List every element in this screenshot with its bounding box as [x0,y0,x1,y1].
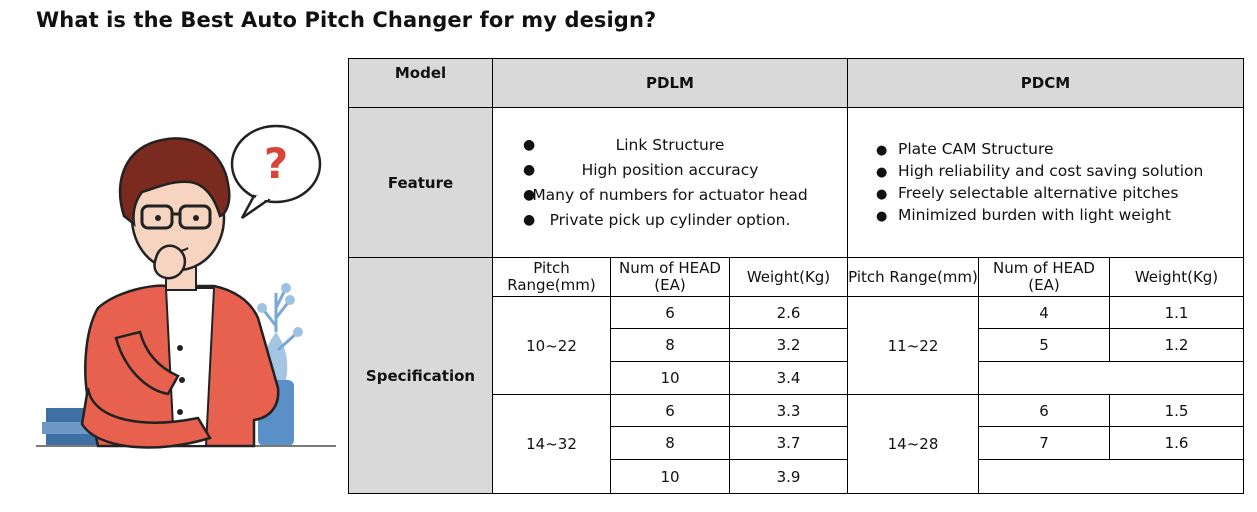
pdlm-num-cell: 6 [610,394,730,427]
pdcm-feature-item: ● High reliability and cost saving soluti… [876,161,1204,180]
pdcm-range-cell: 11~22 [847,296,979,395]
pdlm-num-cell: 10 [610,459,730,494]
pdlm-weight-cell: 3.2 [729,328,848,362]
pdcm-weight-cell: 1.6 [1109,426,1244,460]
pdcm-feature-item: ● Freely selectable alternative pitches [876,183,1179,202]
pdcm-range-cell: 14~28 [847,394,979,494]
pdcm-num-cell: 5 [978,328,1110,362]
pdlm-num-cell: 10 [610,361,730,395]
hand-on-chin [153,244,187,280]
pdlm-num-head-header: Num of HEAD (EA) [610,257,730,297]
question-bubble: ? [230,124,322,220]
pdcm-feature-list: ● Plate CAM Structure ● High reliability a… [848,139,1243,227]
pdlm-range-cell: 10~22 [492,296,611,395]
pdcm-weight-cell: 1.1 [1109,296,1244,329]
pdcm-empty-cell [978,361,1244,395]
specification-label: Specification [348,257,493,494]
model-pdcm-header: PDCM [847,58,1244,108]
pdlm-num-cell: 8 [610,328,730,362]
pdlm-weight-cell: 3.7 [729,426,848,460]
page-title: What is the Best Auto Pitch Changer for … [36,8,657,32]
question-mark-icon: ? [264,139,288,188]
pdcm-feature-item: ● Minimized burden with light weight [876,205,1171,224]
person-body [80,284,280,449]
pdlm-weight-cell: 2.6 [729,296,848,329]
person-head [118,137,231,272]
comparison-table: Model PDLM PDCM Feature ● Link Structure … [348,58,1244,494]
pdcm-num-cell: 6 [978,394,1110,427]
pdcm-weight-header: Weight(Kg) [1109,257,1244,297]
pdlm-feature-item: ● Private pick up cylinder option. [523,210,791,229]
pdcm-weight-cell: 1.5 [1109,394,1244,427]
pdcm-num-head-header: Num of HEAD (EA) [978,257,1110,297]
pdcm-num-cell: 4 [978,296,1110,329]
pdcm-num-cell: 7 [978,426,1110,460]
pdcm-pitch-header: Pitch Range(mm) [847,257,979,297]
pdlm-features: ● Link Structure ● High position accuracy … [492,107,848,258]
pdlm-num-cell: 6 [610,296,730,329]
pdlm-num-cell: 8 [610,426,730,460]
pdcm-empty-cell [978,459,1244,494]
pdlm-weight-header: Weight(Kg) [729,257,848,297]
pdcm-feature-item: ● Plate CAM Structure [876,139,1054,158]
pdcm-features: ● Plate CAM Structure ● High reliability a… [847,107,1244,258]
pdlm-weight-cell: 3.4 [729,361,848,395]
pdlm-feature-item: ● High position accuracy [523,160,759,179]
pdcm-weight-cell: 1.2 [1109,328,1244,362]
thinking-person-illustration: ? [36,124,336,449]
pdlm-weight-cell: 3.3 [729,394,848,427]
pdlm-pitch-header: Pitch Range(mm) [492,257,611,297]
feature-label: Feature [348,107,493,258]
pdlm-feature-item: ● Link Structure [523,135,725,154]
model-pdlm-header: PDLM [492,58,848,108]
pdlm-feature-item: ● Many of numbers for actuator head [523,185,808,204]
pdlm-weight-cell: 3.9 [729,459,848,494]
pdlm-feature-list: ● Link Structure ● High position accuracy … [493,133,847,233]
pdlm-range-cell: 14~32 [492,394,611,494]
model-header-label: Model [348,58,493,108]
